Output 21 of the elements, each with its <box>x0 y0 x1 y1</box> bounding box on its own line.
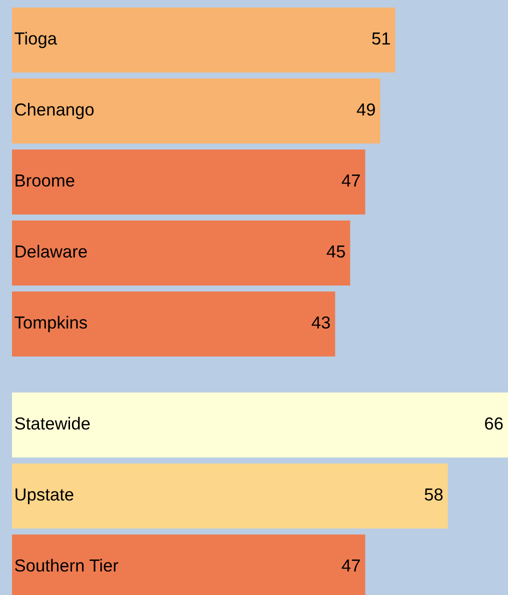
bar <box>12 8 396 72</box>
y-tick-label: Statewide <box>15 416 90 430</box>
bar <box>12 78 380 144</box>
y-tick-label: Chenango <box>15 102 94 120</box>
bar <box>12 150 366 214</box>
data-label: 51 <box>372 32 390 45</box>
y-tick-label: Upstate <box>16 488 74 504</box>
data-label: 45 <box>326 246 345 258</box>
y-tick-label: Delaware <box>16 244 87 258</box>
y-tick-label: Broome <box>16 174 74 187</box>
bar <box>12 292 336 356</box>
y-tick-label: Tompkins <box>14 316 87 332</box>
data-label: 58 <box>424 488 443 501</box>
data-label: 43 <box>312 316 330 329</box>
data-label: 47 <box>342 560 360 572</box>
y-tick-label: Southern Tier <box>15 558 118 572</box>
data-label: 66 <box>485 417 503 430</box>
data-label: 49 <box>356 103 375 116</box>
y-tick-label: Tioga <box>14 32 58 48</box>
data-label: 47 <box>342 174 360 186</box>
bar <box>12 220 350 286</box>
